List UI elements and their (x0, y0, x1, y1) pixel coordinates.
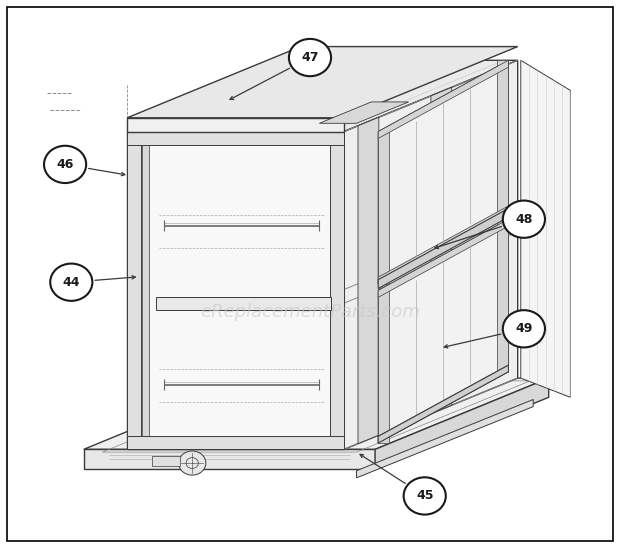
Polygon shape (378, 365, 508, 443)
Polygon shape (127, 132, 344, 145)
Polygon shape (497, 219, 508, 372)
Circle shape (44, 146, 86, 183)
Polygon shape (378, 290, 389, 443)
Circle shape (289, 39, 331, 76)
Polygon shape (356, 399, 533, 478)
Polygon shape (378, 219, 508, 443)
Polygon shape (378, 60, 508, 284)
Polygon shape (142, 132, 149, 449)
Polygon shape (378, 365, 508, 443)
Polygon shape (152, 456, 180, 466)
Circle shape (179, 451, 206, 475)
Circle shape (50, 264, 92, 301)
Polygon shape (378, 208, 508, 288)
Polygon shape (344, 60, 518, 449)
Polygon shape (127, 47, 518, 118)
Polygon shape (127, 132, 141, 449)
Circle shape (503, 201, 545, 238)
Polygon shape (156, 296, 331, 310)
Text: 44: 44 (63, 276, 80, 289)
Polygon shape (378, 60, 508, 139)
Polygon shape (497, 60, 508, 213)
Polygon shape (84, 378, 549, 449)
Polygon shape (375, 378, 549, 469)
Polygon shape (84, 449, 375, 469)
Polygon shape (127, 118, 344, 132)
Text: 47: 47 (301, 51, 319, 64)
Polygon shape (319, 102, 409, 123)
Polygon shape (330, 132, 344, 449)
Circle shape (404, 477, 446, 515)
Polygon shape (358, 117, 379, 444)
Polygon shape (431, 87, 452, 414)
Polygon shape (127, 132, 344, 449)
Polygon shape (127, 436, 344, 449)
Polygon shape (378, 219, 508, 298)
Polygon shape (378, 132, 389, 284)
Polygon shape (378, 206, 508, 284)
Text: 45: 45 (416, 489, 433, 503)
Text: 48: 48 (515, 213, 533, 226)
Text: 46: 46 (56, 158, 74, 171)
Polygon shape (127, 60, 518, 132)
Text: 49: 49 (515, 322, 533, 335)
Circle shape (503, 310, 545, 347)
Text: eReplacementParts.com: eReplacementParts.com (200, 304, 420, 321)
Polygon shape (521, 60, 570, 397)
